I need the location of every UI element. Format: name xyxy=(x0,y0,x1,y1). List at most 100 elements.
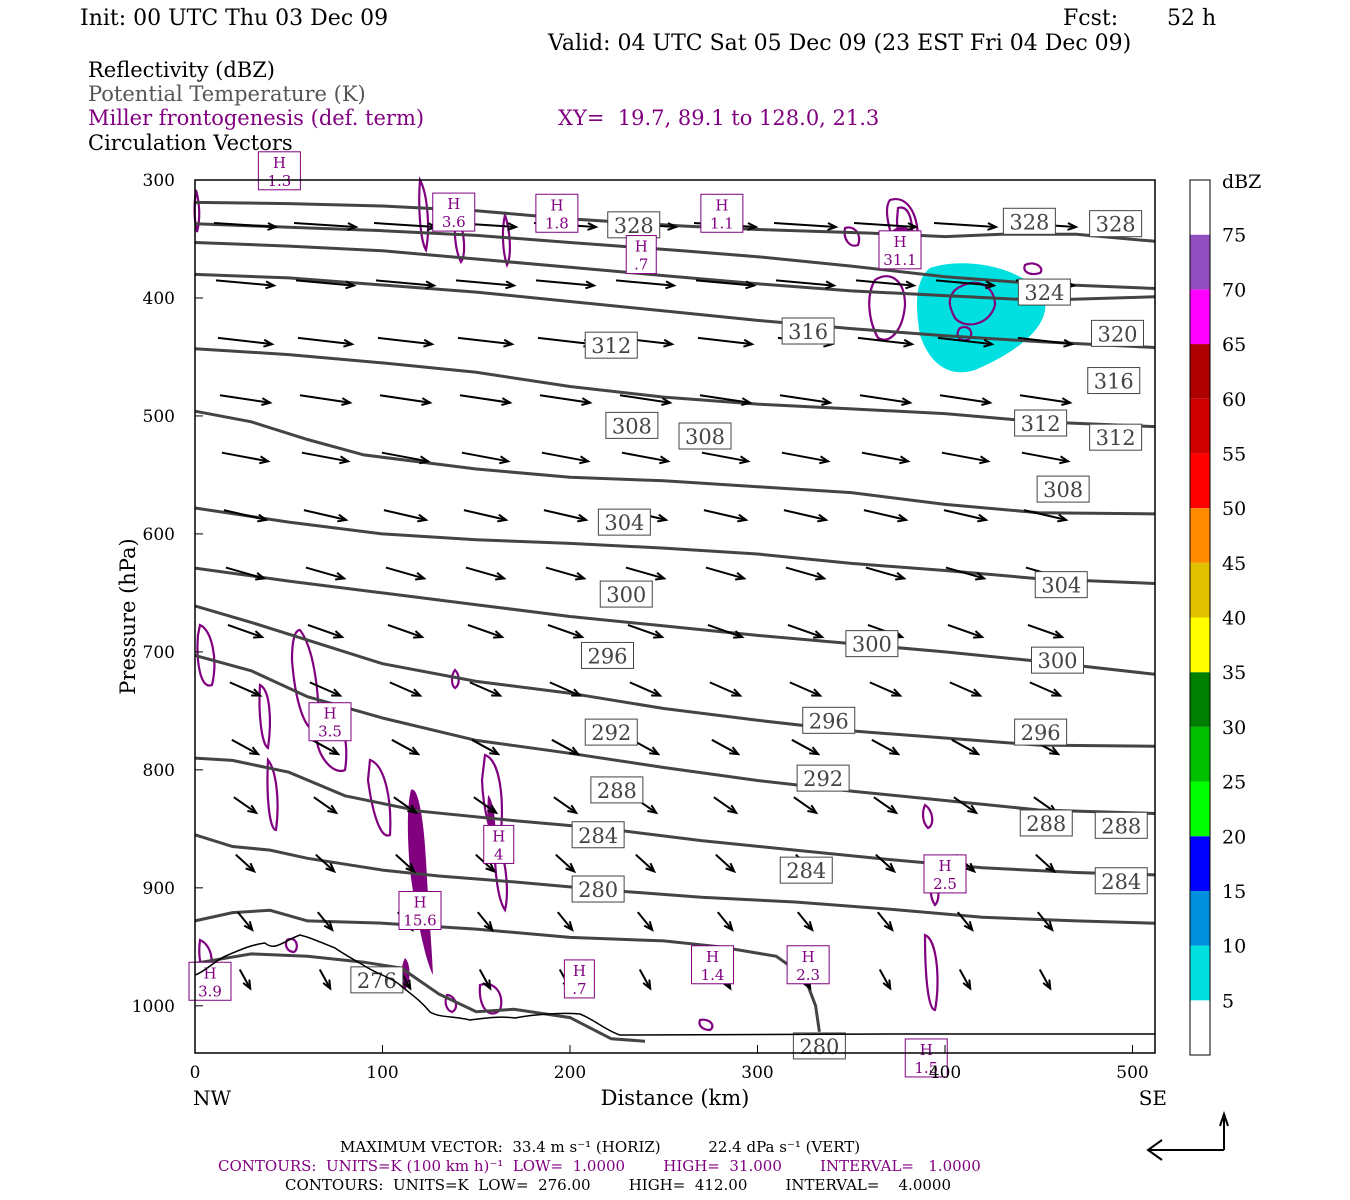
vector-head xyxy=(409,746,421,756)
theta-label-box xyxy=(779,856,833,884)
frontogenesis-contour xyxy=(258,683,272,750)
x-tick-label: 400 xyxy=(929,1063,961,1083)
circulation-vector xyxy=(236,911,254,932)
vector-shaft xyxy=(1038,969,1052,989)
colorbar-label: 20 xyxy=(1222,826,1246,848)
vector-shaft xyxy=(638,969,652,989)
theta-label-324: 324 xyxy=(1017,278,1071,306)
vector-head xyxy=(882,979,892,991)
circulation-vector xyxy=(857,336,915,348)
colorbar-segment xyxy=(1190,234,1210,290)
circulation-vector xyxy=(459,394,513,406)
vector-shaft xyxy=(551,738,579,756)
theta-label-328: 328 xyxy=(607,211,661,239)
vector-head xyxy=(242,979,252,991)
vector-shaft xyxy=(949,681,981,697)
vector-head xyxy=(735,572,747,581)
vector-head xyxy=(263,338,275,348)
vector-head xyxy=(1061,397,1073,406)
circulation-vector xyxy=(551,738,581,756)
frontogenesis-max-letter: H xyxy=(893,233,906,251)
theta-label-292: 292 xyxy=(796,764,850,792)
vector-shaft xyxy=(233,796,257,814)
circulation-vector xyxy=(543,509,589,523)
vector-shaft xyxy=(377,336,433,346)
frontogenesis-contour xyxy=(418,176,430,254)
circulation-vector xyxy=(313,796,339,815)
vector-shaft xyxy=(471,738,499,756)
theta-label-text: 304 xyxy=(1041,574,1081,598)
circulation-vector xyxy=(547,624,585,639)
frontogenesis-max-box xyxy=(923,854,967,894)
vector-shaft xyxy=(855,279,915,287)
vector-head xyxy=(345,280,357,290)
vector-shaft xyxy=(379,394,431,404)
vector-shaft xyxy=(703,509,747,521)
vector-shaft xyxy=(707,624,743,638)
vector-head xyxy=(247,804,259,815)
theta-label-box xyxy=(792,1032,846,1060)
colorbar-segment xyxy=(1190,453,1210,509)
vector-head xyxy=(667,222,679,231)
vector-shaft xyxy=(235,853,255,873)
frontogenesis-max-value: .7 xyxy=(572,980,586,998)
circulation-vector xyxy=(785,566,827,581)
vector-head xyxy=(1045,862,1057,874)
circulation-vector xyxy=(715,853,737,874)
vector-head xyxy=(725,862,737,874)
x-tick-label: 500 xyxy=(1116,1063,1148,1083)
circulation-vector xyxy=(779,394,833,406)
vector-head xyxy=(905,280,917,290)
frontogenesis-max-box xyxy=(398,890,442,930)
frontogenesis-max-value: 31.1 xyxy=(883,251,916,269)
theta-label-text: 296 xyxy=(809,709,849,733)
circulation-vector xyxy=(1027,624,1065,639)
vector-shaft xyxy=(863,509,907,521)
vector-head xyxy=(899,455,911,465)
theta-label-284: 284 xyxy=(779,856,833,884)
theta-label-text: 280 xyxy=(799,1035,839,1059)
vector-shaft xyxy=(941,451,989,463)
circulation-vector xyxy=(861,451,911,465)
vector-key-vertical-head xyxy=(1219,1110,1229,1127)
frontogenesis-max-value: 1.8 xyxy=(545,214,569,232)
vector-shaft xyxy=(307,624,343,638)
theta-label-box xyxy=(1031,646,1084,674)
circulation-vector xyxy=(707,624,745,639)
vector-head xyxy=(739,455,751,465)
theta-label-284: 284 xyxy=(571,821,625,849)
theta-label-box xyxy=(584,331,638,359)
frontogenesis-contour xyxy=(868,275,907,341)
colorbar-label: 75 xyxy=(1222,225,1246,247)
vector-shaft xyxy=(231,738,259,756)
vector-shaft xyxy=(236,911,254,931)
frontogenesis-max-box xyxy=(563,959,595,999)
circulation-vector xyxy=(941,451,991,465)
theta-label-box xyxy=(1002,207,1056,235)
circulation-vector xyxy=(951,738,981,756)
frontogenesis-contour xyxy=(921,803,934,830)
circulation-vector xyxy=(393,796,419,815)
vector-shaft xyxy=(783,509,827,521)
frontogenesis-max-value: 2.5 xyxy=(933,875,957,893)
y-tick-label: 300 xyxy=(143,171,175,191)
vector-head xyxy=(969,746,981,756)
y-tick-label: 900 xyxy=(143,879,175,899)
vector-shaft xyxy=(541,451,589,463)
theta-label-text: 320 xyxy=(1097,322,1137,346)
frontogenesis-max: H1.3 xyxy=(257,151,301,191)
frontogenesis-max-value: 1.4 xyxy=(701,966,725,984)
vector-head xyxy=(339,455,351,465)
vector-head xyxy=(811,688,823,697)
circulation-vector xyxy=(541,451,591,465)
vector-shaft xyxy=(619,394,671,404)
theta-label-text: 308 xyxy=(1043,478,1083,502)
frontogenesis-max-value: 15.6 xyxy=(403,911,436,929)
theta-label-text: 300 xyxy=(606,583,646,607)
theta-label-296: 296 xyxy=(581,641,634,669)
frontogenesis-max-letter: H xyxy=(413,893,426,911)
frontogenesis-max-value: .7 xyxy=(634,256,648,274)
vector-shaft xyxy=(461,451,509,463)
frontogenesis-max-box xyxy=(308,702,352,742)
vector-head xyxy=(565,862,577,874)
